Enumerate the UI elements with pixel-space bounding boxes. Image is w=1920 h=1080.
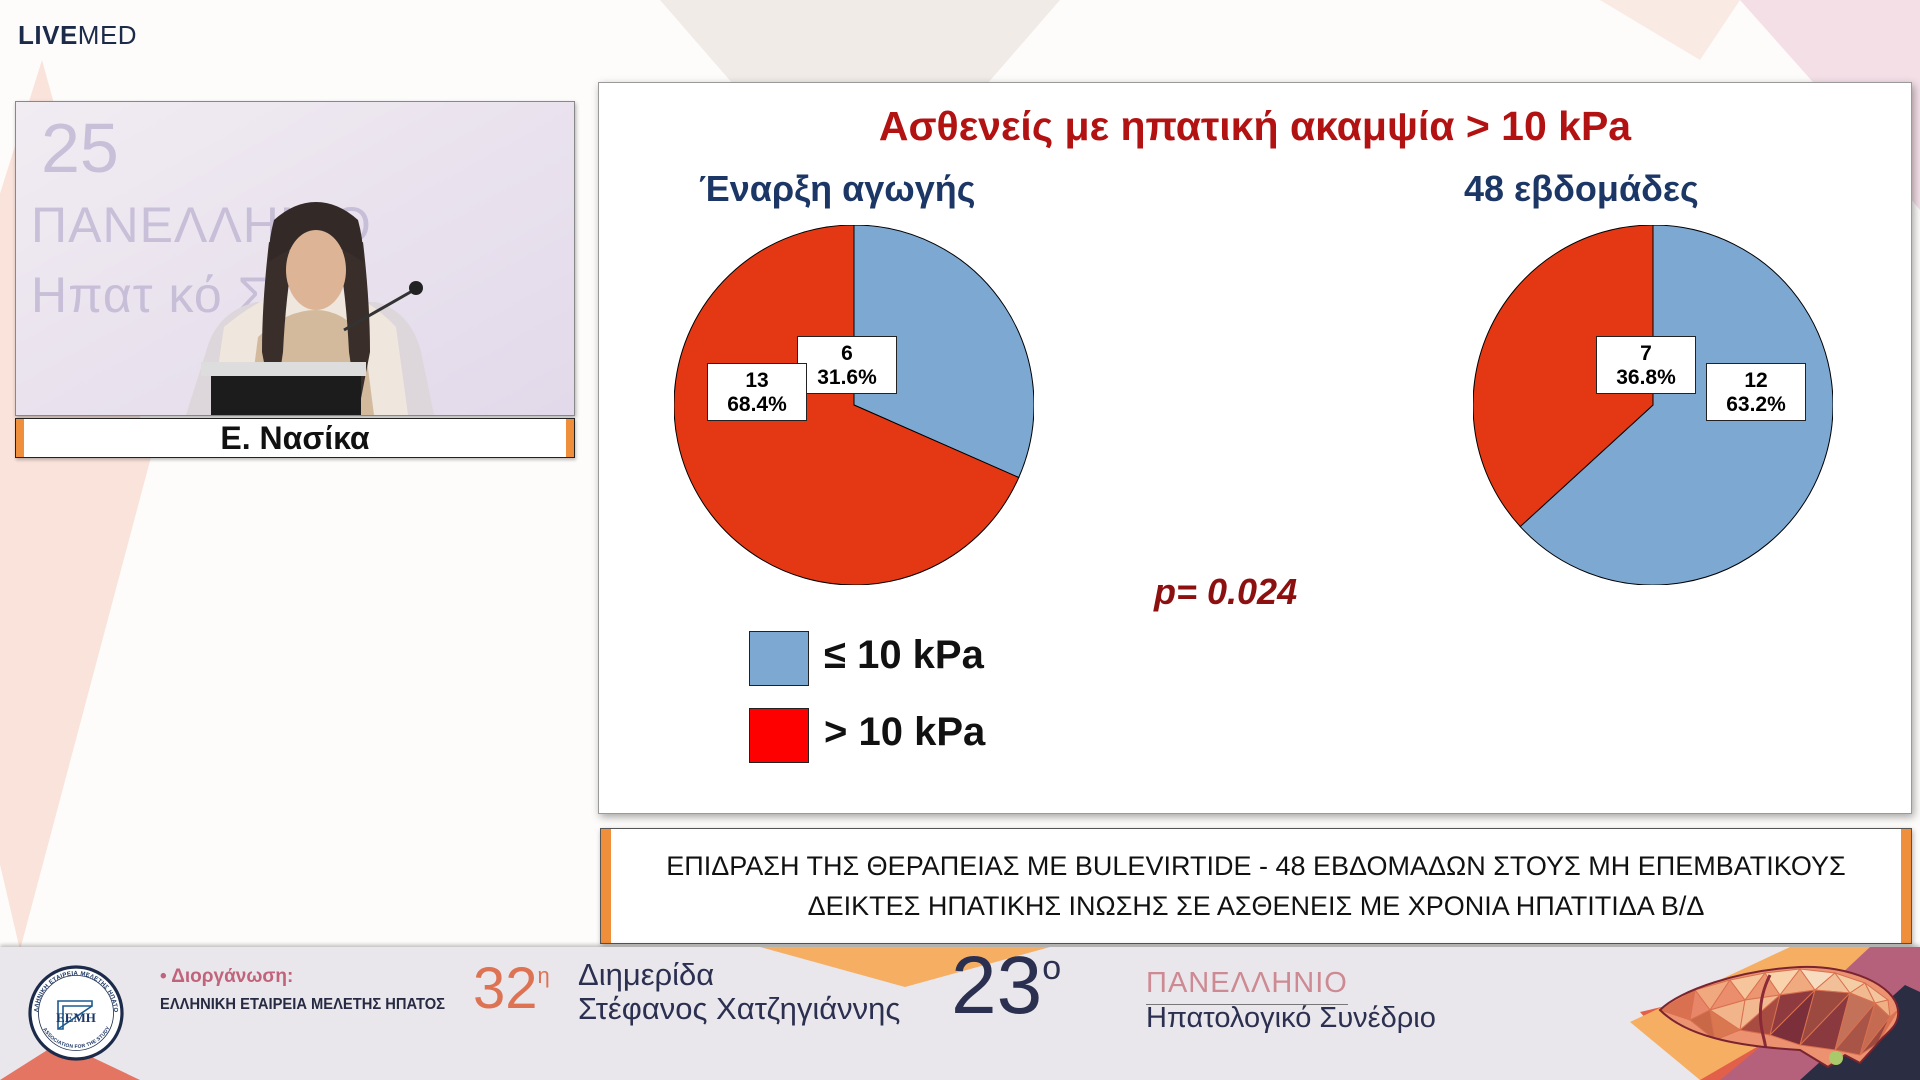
svg-text:25: 25 bbox=[41, 109, 119, 187]
svg-text:ΕΕΜΗ: ΕΕΜΗ bbox=[56, 1010, 96, 1025]
